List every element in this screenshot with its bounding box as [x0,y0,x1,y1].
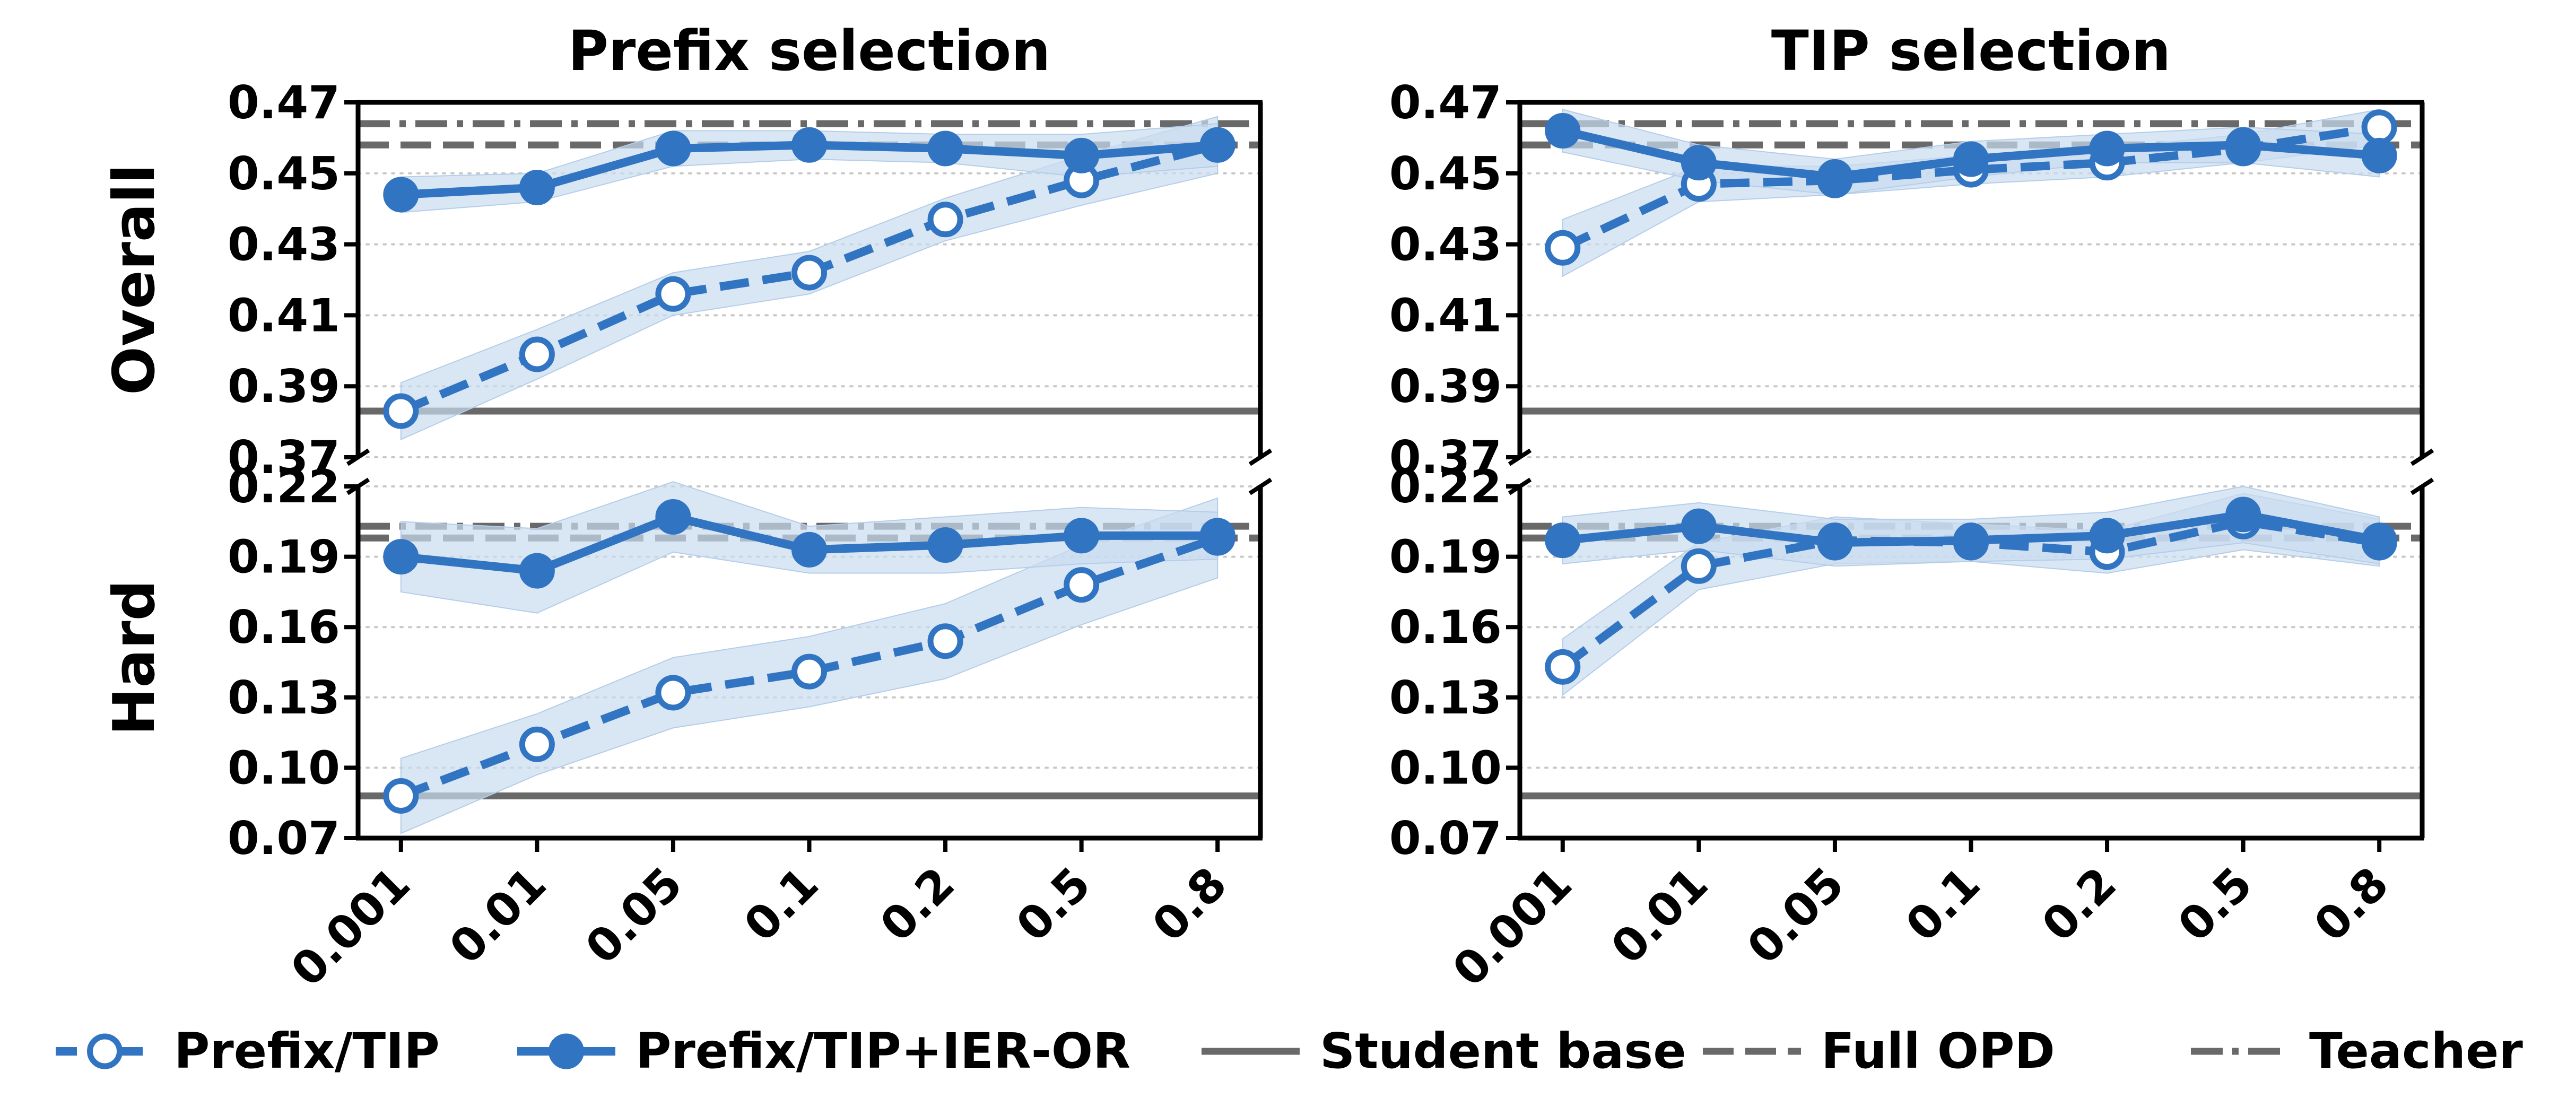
axis-break-mark [1248,448,1273,466]
y-tick-label: 0.45 [228,147,340,201]
point-prefix-tip-ier-or [519,170,555,206]
legend-label: Student base [1320,1023,1686,1079]
y-tick-label: 0.16 [1389,601,1502,654]
row-label: Hard [101,580,168,736]
legend-label: Prefix/TIP+IER-OR [636,1023,1130,1079]
point-prefix-tip-ier-or [2361,522,2397,559]
point-prefix-tip [927,202,963,238]
point-prefix-tip-ier-or [2089,518,2125,554]
point-prefix-tip-ier-or [2225,127,2261,163]
y-tick-label: 0.43 [1389,219,1502,272]
point-prefix-tip-ier-or [1817,525,1853,561]
point-prefix-tip-ier-or [1953,141,1989,177]
y-tick-label: 0.10 [228,742,340,795]
point-prefix-tip-ier-or [1953,522,1989,559]
point-prefix-tip [519,336,555,372]
y-tick-label: 0.45 [1389,147,1502,201]
point-prefix-tip [927,623,963,659]
point-prefix-tip-ier-or [2361,137,2397,173]
point-prefix-tip-ier-or [1681,145,1717,181]
point-prefix-tip [791,653,827,690]
legend-item-prefix-tip: Prefix/TIP [56,1023,440,1079]
y-tick-label: 0.39 [228,360,340,413]
row-label: Overall [101,164,168,395]
point-prefix-tip-ier-or [1817,159,1853,195]
y-tick-label: 0.07 [1389,812,1502,865]
point-prefix-tip [519,726,555,762]
point-prefix-tip-ier-or [383,539,419,575]
y-tick-label: 0.37 [1389,431,1502,484]
y-tick-label: 0.13 [228,672,340,725]
point-prefix-tip-ier-or [1545,113,1581,149]
axis-break-mark [2410,448,2434,466]
y-tick-label: 0.47 [228,76,340,129]
y-tick-label: 0.39 [1389,360,1502,413]
axis-break-mark [1248,477,1273,495]
point-prefix-tip-ier-or [1681,508,1717,544]
point-prefix-tip [1681,548,1717,584]
panel-title: TIP selection [1771,19,2171,83]
y-tick-label: 0.43 [228,219,340,272]
point-prefix-tip-ier-or [791,127,827,163]
point-prefix-tip-ier-or [791,531,827,568]
y-tick-label: 0.41 [1389,289,1502,342]
legend: Prefix/TIP Prefix/TIP+IER-OR Student base F… [56,1023,2523,1079]
legend-item-student-base: Student base [1202,1023,1686,1079]
point-prefix-tip-ier-or [519,553,555,589]
y-tick-label: 0.22 [1389,460,1502,513]
point-prefix-tip-ier-or [1064,137,1100,173]
point-prefix-tip-ier-or [1199,127,1235,163]
y-tick-label: 0.07 [228,812,340,865]
y-tick-label: 0.37 [228,431,340,484]
point-prefix-tip-ier-or [927,130,963,167]
point-prefix-tip [1545,649,1581,685]
point-prefix-tip [655,675,691,711]
panel-tip-selection-overall: 0.37 0.39 0.41 0.43 0.45 0.47 [1389,76,2434,484]
point-prefix-tip [383,393,419,429]
panel-title: Prefix selection [568,19,1051,83]
legend-marker [87,1033,123,1069]
y-tick-label: 0.19 [1389,531,1502,584]
y-tick-label: 0.13 [1389,672,1502,725]
y-tick-label: 0.41 [228,289,340,342]
point-prefix-tip-ier-or [655,499,691,535]
y-tick-label: 0.19 [228,531,340,584]
point-prefix-tip [791,255,827,291]
point-prefix-tip [655,276,691,312]
legend-label: Full OPD [1821,1023,2055,1079]
point-prefix-tip-ier-or [2089,130,2125,167]
y-tick-label: 0.47 [1389,76,1502,129]
point-prefix-tip [1064,567,1100,603]
y-tick-label: 0.10 [1389,742,1502,795]
point-prefix-tip-ier-or [383,177,419,213]
point-prefix-tip [1545,230,1581,266]
point-prefix-tip-ier-or [927,527,963,563]
y-tick-label: 0.22 [228,460,340,513]
panel-prefix-selection-overall: 0.37 0.39 0.41 0.43 0.45 0.47 [228,76,1273,484]
axis-break-mark [2410,477,2434,495]
point-prefix-tip [2361,109,2397,145]
point-prefix-tip [383,778,419,814]
legend-label: Prefix/TIP [174,1023,440,1079]
legend-label: Teacher [2309,1023,2523,1079]
legend-item-prefix-tip-ier-or: Prefix/TIP+IER-OR [517,1023,1130,1079]
band-prefix-tip-ier-or [400,123,1219,213]
point-prefix-tip-ier-or [655,130,691,167]
legend-item-teacher: Teacher [2191,1023,2523,1079]
y-tick-label: 0.16 [228,601,340,654]
point-prefix-tip-ier-or [2225,496,2261,533]
legend-marker [549,1033,584,1069]
legend-item-full-opd: Full OPD [1703,1023,2055,1079]
point-prefix-tip-ier-or [1064,518,1100,554]
point-prefix-tip-ier-or [1199,518,1235,554]
point-prefix-tip-ier-or [1545,522,1581,559]
